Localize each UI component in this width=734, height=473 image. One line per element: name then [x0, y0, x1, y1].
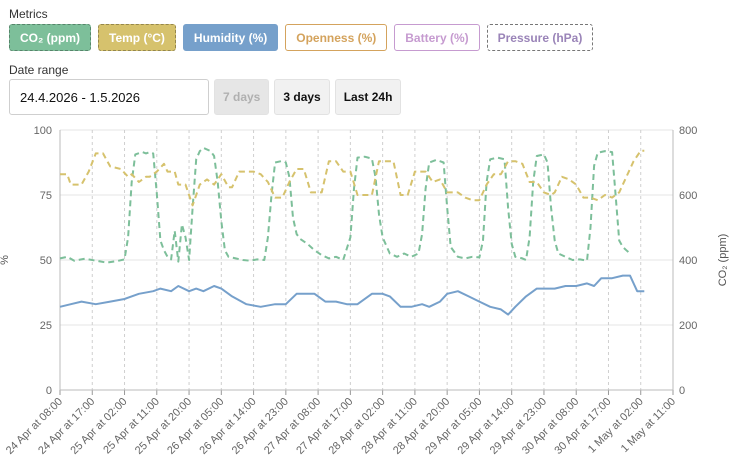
x-tick-label: 28 Apr at 20:00	[391, 396, 452, 457]
x-tick-label: 29 Apr at 05:00	[423, 396, 484, 457]
y-right-axis-title: CO₂ (ppm)	[717, 234, 729, 287]
x-tick-label: 26 Apr at 05:00	[165, 396, 226, 457]
x-tick-label: 27 Apr at 08:00	[262, 396, 323, 457]
range-button-7-days[interactable]: 7 days	[214, 79, 270, 115]
y-left-tick-label: 25	[40, 320, 52, 332]
x-tick-label: 25 Apr at 11:00	[101, 396, 162, 457]
metrics-chart: 0 0 25 200 50 400 75 600 100 800 24 Apr at 08:0024…	[0, 125, 729, 457]
x-tick-label: 24 Apr at 08:00	[4, 396, 65, 457]
date-range-input[interactable]	[9, 79, 209, 115]
range-button-3-days[interactable]: 3 days	[274, 79, 330, 115]
x-tick-label: 30 Apr at 08:00	[520, 396, 581, 457]
y-right-tick-label: 0	[679, 385, 685, 397]
metric-chip-row: CO₂ (ppm) Temp (°C) Humidity (%) Openness (…	[9, 24, 594, 51]
y-right-tick-label: 200	[679, 320, 697, 332]
y-right-tick-label: 400	[679, 255, 697, 267]
x-tick-label: 24 Apr at 17:00	[36, 396, 97, 457]
metric-chip-battery[interactable]: Battery (%)	[394, 24, 480, 51]
y-left-tick-label: 50	[40, 255, 52, 267]
y-left-axis-title: %	[0, 255, 11, 265]
x-tick-label: 30 Apr at 17:00	[552, 396, 613, 457]
series-line-0	[59, 274, 645, 316]
series-line-2	[60, 149, 645, 207]
x-tick-label: 28 Apr at 02:00	[326, 396, 387, 457]
metric-chip-co2[interactable]: CO₂ (ppm)	[9, 24, 91, 51]
x-tick-label: 28 Apr at 11:00	[359, 396, 420, 457]
metric-chip-temp[interactable]: Temp (°C)	[98, 24, 176, 51]
y-right-tick-label: 600	[679, 190, 697, 202]
x-tick-label: 26 Apr at 14:00	[197, 396, 258, 457]
metric-chip-humidity[interactable]: Humidity (%)	[182, 24, 279, 51]
x-tick-label: 25 Apr at 20:00	[133, 396, 194, 457]
series-line-1	[59, 146, 631, 264]
y-left-tick-label: 75	[40, 190, 52, 202]
x-tick-label: 25 Apr at 02:00	[68, 396, 129, 457]
date-range-label: Date range	[9, 63, 69, 77]
metric-chip-pressure[interactable]: Pressure (hPa)	[486, 24, 594, 51]
x-tick-label: 29 Apr at 23:00	[488, 396, 549, 457]
y-left-tick-label: 0	[46, 385, 52, 397]
x-tick-label: 26 Apr at 23:00	[230, 396, 291, 457]
x-tick-label: 27 Apr at 17:00	[294, 396, 355, 457]
metrics-label: Metrics	[9, 7, 48, 21]
y-right-tick-label: 800	[679, 125, 697, 137]
range-button-last-24h[interactable]: Last 24h	[334, 79, 402, 115]
range-button-group: 7 days 3 days Last 24h	[214, 79, 402, 115]
metric-chip-openness[interactable]: Openness (%)	[285, 24, 388, 51]
y-left-tick-label: 100	[34, 125, 52, 137]
x-tick-label: 29 Apr at 14:00	[456, 396, 517, 457]
